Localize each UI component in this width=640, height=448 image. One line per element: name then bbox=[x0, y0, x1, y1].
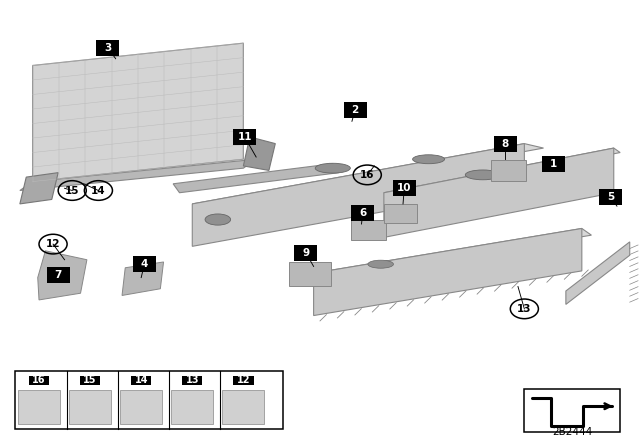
Text: 8: 8 bbox=[502, 138, 509, 149]
FancyBboxPatch shape bbox=[393, 180, 416, 196]
FancyBboxPatch shape bbox=[131, 376, 152, 385]
FancyBboxPatch shape bbox=[18, 390, 60, 424]
Text: 4: 4 bbox=[141, 259, 148, 269]
Text: 11: 11 bbox=[237, 132, 252, 142]
Polygon shape bbox=[566, 242, 630, 304]
FancyBboxPatch shape bbox=[80, 376, 100, 385]
Text: 15: 15 bbox=[83, 375, 97, 385]
Ellipse shape bbox=[413, 155, 445, 164]
Ellipse shape bbox=[465, 170, 500, 180]
Text: 14: 14 bbox=[134, 375, 148, 385]
Text: 15: 15 bbox=[65, 185, 79, 195]
Text: 3: 3 bbox=[104, 43, 111, 52]
FancyBboxPatch shape bbox=[222, 390, 264, 424]
FancyBboxPatch shape bbox=[493, 136, 516, 152]
FancyBboxPatch shape bbox=[233, 129, 256, 145]
Text: 1: 1 bbox=[550, 159, 557, 169]
Polygon shape bbox=[122, 262, 164, 296]
FancyBboxPatch shape bbox=[15, 371, 283, 430]
FancyBboxPatch shape bbox=[351, 205, 374, 221]
Polygon shape bbox=[384, 148, 620, 197]
FancyBboxPatch shape bbox=[233, 376, 253, 385]
Text: 2B2444: 2B2444 bbox=[552, 427, 593, 438]
Text: 14: 14 bbox=[91, 185, 106, 195]
Polygon shape bbox=[243, 137, 275, 170]
Polygon shape bbox=[20, 172, 58, 204]
FancyBboxPatch shape bbox=[599, 189, 622, 205]
Polygon shape bbox=[314, 228, 591, 280]
FancyBboxPatch shape bbox=[182, 376, 202, 385]
FancyBboxPatch shape bbox=[490, 160, 526, 181]
FancyBboxPatch shape bbox=[97, 39, 120, 56]
FancyBboxPatch shape bbox=[351, 220, 386, 240]
Text: 9: 9 bbox=[302, 248, 310, 258]
Text: 12: 12 bbox=[237, 375, 250, 385]
FancyBboxPatch shape bbox=[385, 204, 417, 223]
FancyBboxPatch shape bbox=[29, 376, 49, 385]
Polygon shape bbox=[384, 148, 614, 237]
FancyBboxPatch shape bbox=[294, 245, 317, 261]
Text: 2: 2 bbox=[351, 105, 359, 115]
Polygon shape bbox=[314, 228, 582, 315]
Polygon shape bbox=[173, 164, 339, 193]
Polygon shape bbox=[20, 159, 256, 190]
Polygon shape bbox=[38, 251, 87, 300]
Text: 12: 12 bbox=[46, 239, 60, 249]
Ellipse shape bbox=[205, 214, 230, 225]
Polygon shape bbox=[192, 144, 543, 208]
Polygon shape bbox=[192, 144, 524, 246]
FancyBboxPatch shape bbox=[120, 390, 163, 424]
FancyBboxPatch shape bbox=[524, 389, 620, 432]
Text: 16: 16 bbox=[360, 170, 374, 180]
FancyBboxPatch shape bbox=[69, 390, 111, 424]
FancyBboxPatch shape bbox=[541, 155, 564, 172]
Text: 13: 13 bbox=[186, 375, 199, 385]
Ellipse shape bbox=[368, 260, 394, 268]
Text: 13: 13 bbox=[517, 304, 532, 314]
FancyBboxPatch shape bbox=[133, 256, 156, 272]
FancyBboxPatch shape bbox=[47, 267, 70, 284]
Text: 7: 7 bbox=[54, 270, 62, 280]
FancyBboxPatch shape bbox=[344, 102, 367, 118]
FancyBboxPatch shape bbox=[289, 262, 332, 286]
Text: 16: 16 bbox=[32, 375, 46, 385]
Text: 10: 10 bbox=[397, 183, 412, 193]
Text: 6: 6 bbox=[359, 208, 367, 218]
Text: 5: 5 bbox=[607, 192, 614, 202]
Ellipse shape bbox=[316, 163, 350, 173]
Polygon shape bbox=[33, 43, 243, 181]
FancyBboxPatch shape bbox=[172, 390, 213, 424]
